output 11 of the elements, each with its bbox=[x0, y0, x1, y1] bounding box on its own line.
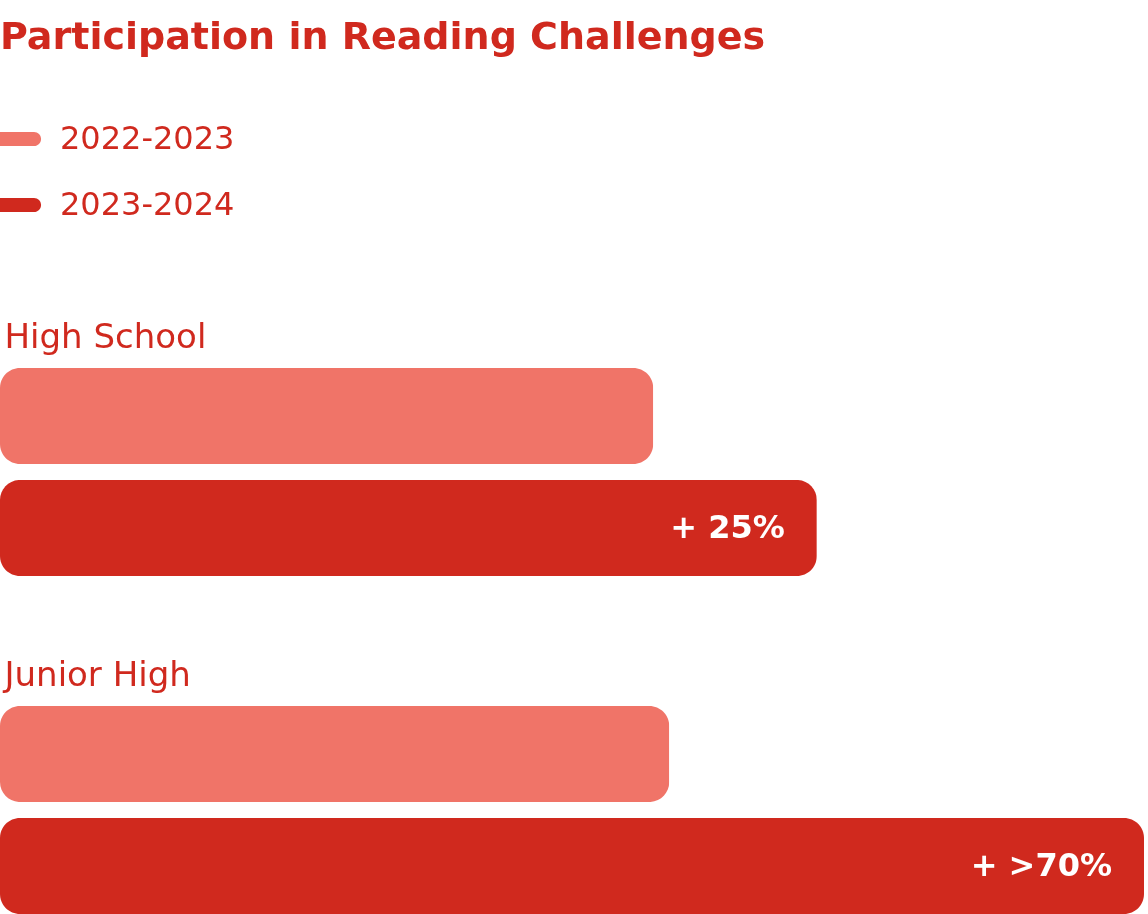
bar bbox=[0, 706, 670, 803]
bar bbox=[0, 818, 1144, 914]
annotation: + 25% bbox=[670, 507, 785, 546]
chart-title: Participation in Reading Challenges bbox=[0, 14, 766, 58]
annotation: + >70% bbox=[970, 846, 1112, 885]
y-tick-label: Junior High bbox=[2, 654, 191, 695]
y-tick-label: High School bbox=[4, 315, 207, 356]
legend-label: 2023-2024 bbox=[60, 185, 235, 223]
bar bbox=[0, 368, 654, 464]
legend-label: 2022-2023 bbox=[60, 119, 235, 157]
bar bbox=[0, 479, 817, 576]
